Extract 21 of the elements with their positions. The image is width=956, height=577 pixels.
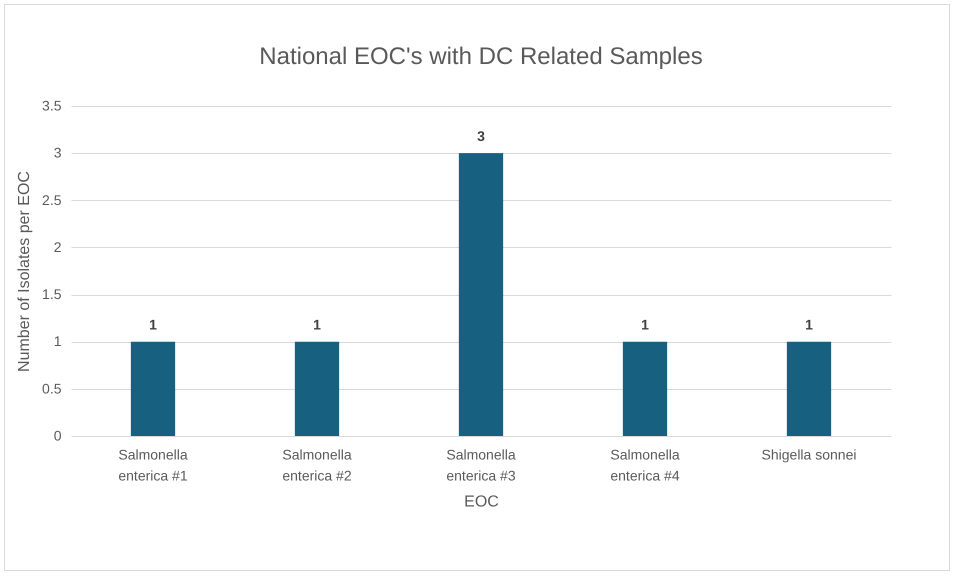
data-label: 1 xyxy=(805,316,814,333)
x-tick-label: Shigella sonnei xyxy=(762,446,856,462)
x-tick-label: Salmonella enterica #3 xyxy=(446,446,516,484)
y-tick-label: 0 xyxy=(54,428,62,444)
y-tick-label: 2.5 xyxy=(42,192,62,208)
y-tick-label: 1.5 xyxy=(42,286,62,302)
y-tick-label: 0.5 xyxy=(42,380,62,396)
data-label: 1 xyxy=(313,316,322,333)
chart-title: National EOC's with DC Related Samples xyxy=(259,43,703,70)
x-tick-label: Salmonella enterica #1 xyxy=(118,446,188,484)
x-tick-label: Salmonella enterica #2 xyxy=(282,446,352,484)
data-label: 1 xyxy=(149,316,158,333)
data-label: 3 xyxy=(477,128,486,144)
y-axis-title: Number of Isolates per EOC xyxy=(16,171,34,372)
y-tick-label: 3 xyxy=(54,144,62,161)
y-tick-label: 1 xyxy=(54,333,62,350)
y-tick-label: 3.5 xyxy=(42,98,62,114)
data-label: 1 xyxy=(641,316,650,333)
x-tick-label: Salmonella enterica #4 xyxy=(610,446,680,484)
x-axis-title: EOC xyxy=(464,494,499,510)
y-tick-label: 2 xyxy=(54,238,62,255)
